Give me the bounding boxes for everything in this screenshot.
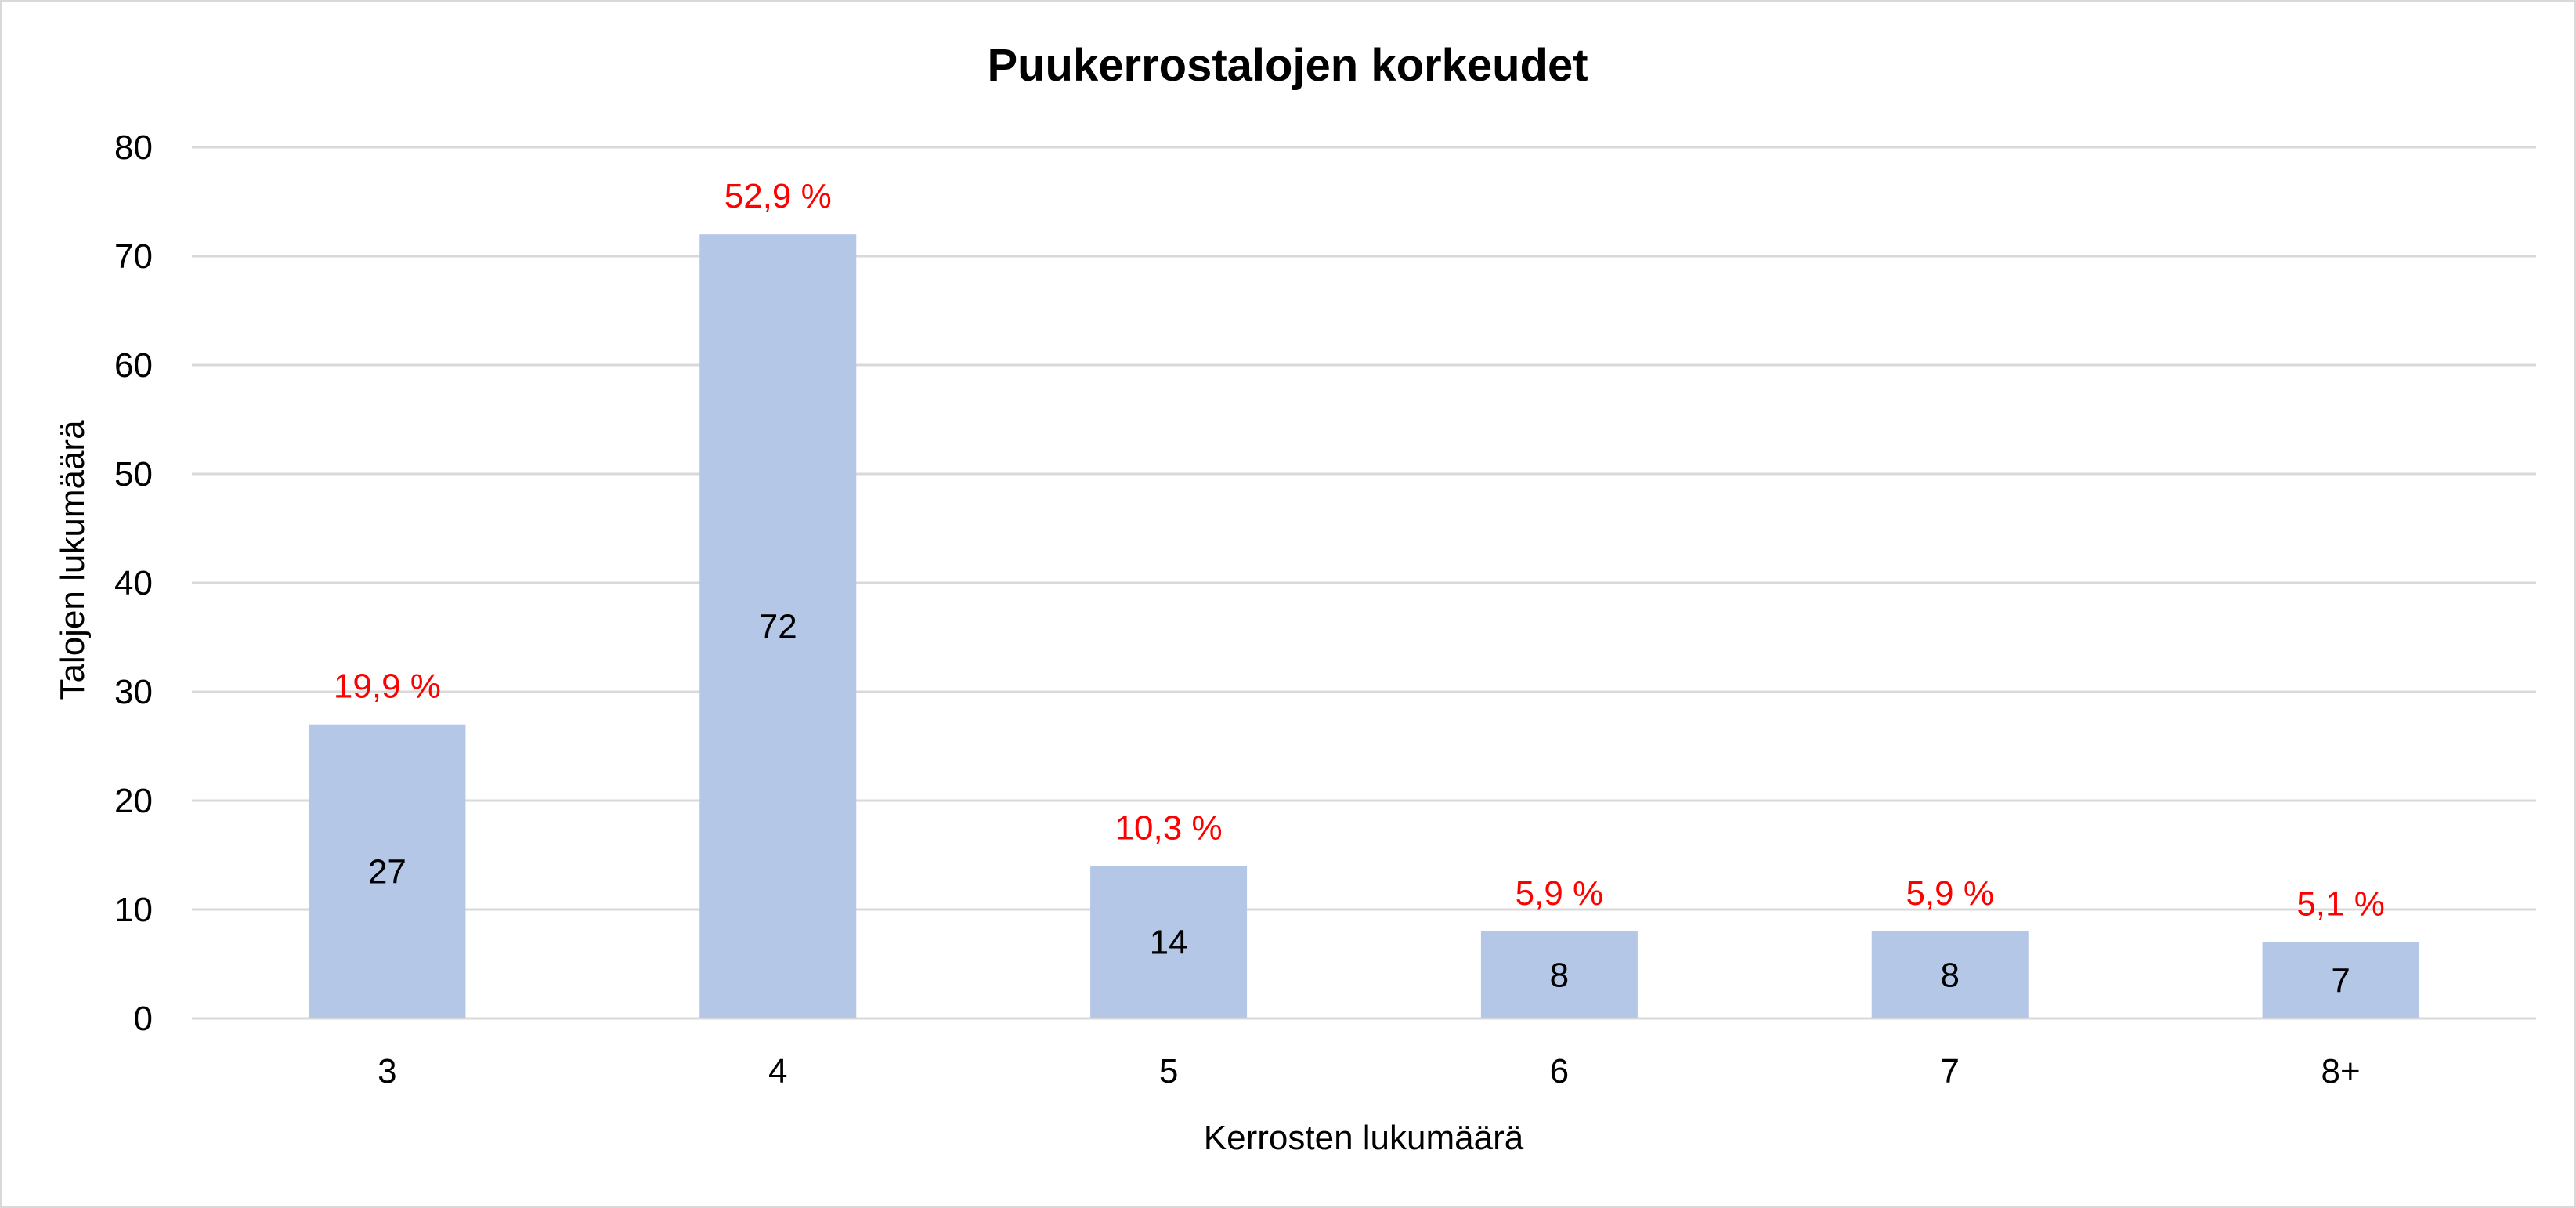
bar-value-label: 27: [368, 852, 406, 891]
bar-percent-label: 5,1 %: [2296, 885, 2385, 924]
bar-6: [1480, 931, 1638, 1018]
bar-3: [309, 724, 466, 1018]
x-tick-label: 5: [1159, 1052, 1178, 1090]
data-labels: 27 19,9 % 72 52,9 % 14 10,3 % 8 5,9 % 8 5,9 % 7 5,1…: [334, 177, 2385, 1000]
x-axis-ticks: 3 4 5 6 7 8+: [378, 1052, 2360, 1090]
y-tick-label: 40: [114, 564, 153, 602]
y-tick-label: 0: [134, 1000, 153, 1038]
bar-4: [699, 234, 857, 1018]
x-tick-label: 6: [1550, 1052, 1569, 1090]
y-tick-label: 10: [114, 891, 153, 929]
y-tick-label: 30: [114, 673, 153, 711]
x-tick-label: 3: [378, 1052, 396, 1090]
x-tick-label: 7: [1941, 1052, 1960, 1090]
bar-percent-label: 10,3 %: [1115, 808, 1223, 847]
y-tick-label: 60: [114, 346, 153, 385]
bar-5: [1090, 866, 1248, 1018]
bar-value-label: 72: [759, 608, 797, 646]
y-axis-label: Talojen lukumäärä: [53, 420, 92, 700]
bar-8+: [2262, 942, 2419, 1018]
x-tick-label: 8+: [2321, 1052, 2360, 1090]
bar-percent-label: 52,9 %: [724, 177, 832, 215]
bar-value-label: 7: [2331, 961, 2350, 1000]
bar-percent-label: 5,9 %: [1516, 874, 1604, 913]
x-tick-label: 4: [768, 1052, 787, 1090]
y-tick-label: 50: [114, 455, 153, 494]
bar-value-label: 8: [1550, 956, 1569, 994]
bar-value-label: 8: [1941, 956, 1960, 994]
y-tick-label: 20: [114, 782, 153, 820]
chart-title: Puukerrostalojen korkeudet: [987, 40, 1588, 91]
y-tick-label: 80: [114, 128, 153, 167]
bar-percent-label: 5,9 %: [1906, 874, 1994, 913]
y-axis-ticks: 0 10 20 30 40 50 60 70 80: [114, 128, 153, 1038]
bar-value-label: 14: [1150, 924, 1188, 962]
bar-percent-label: 19,9 %: [334, 667, 441, 706]
bar-7: [1871, 931, 2029, 1018]
x-axis-label: Kerrosten lukumäärä: [1204, 1119, 1524, 1157]
bars: [309, 234, 2419, 1018]
gridlines: [192, 146, 2536, 1020]
y-tick-label: 70: [114, 237, 153, 276]
